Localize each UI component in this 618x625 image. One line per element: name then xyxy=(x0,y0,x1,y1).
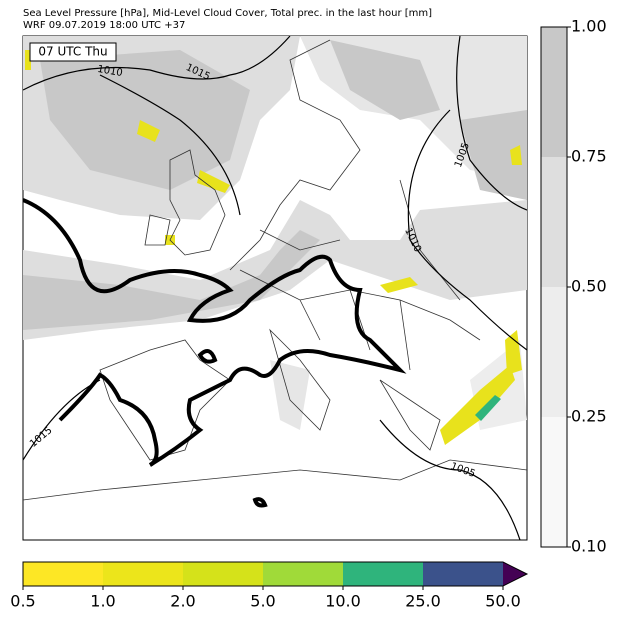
colorbar-bin xyxy=(541,27,567,157)
colorbar-bin xyxy=(23,562,103,586)
cloud-cover xyxy=(23,36,527,430)
colorbar-bin xyxy=(343,562,423,586)
colorbar-tick-label: 1.0 xyxy=(90,592,115,611)
colorbar-frame xyxy=(22,561,529,587)
colorbar-bin xyxy=(183,562,263,586)
colorbar-bin xyxy=(423,562,503,586)
colorbar-bin xyxy=(263,562,343,586)
map: 07 UTC Thu 1010 1015 1005 1010 1015 1005 xyxy=(22,35,528,541)
colorbar-tick-label: 0.50 xyxy=(571,277,607,296)
colorbar-tick-label: 0.5 xyxy=(10,592,35,611)
colorbar-tick-label: 1.00 xyxy=(571,17,607,36)
isobar-label: 1010 xyxy=(96,64,123,79)
colorbar-tick-label: 0.75 xyxy=(571,147,607,166)
title-line: Sea Level Pressure [hPa], Mid-Level Clou… xyxy=(23,8,432,19)
colorbar-tick-label: 25.0 xyxy=(405,592,441,611)
precipitation xyxy=(25,50,522,445)
heavy-contours xyxy=(23,198,407,508)
colorbar-tick-label: 2.0 xyxy=(170,592,195,611)
coastlines xyxy=(23,39,527,501)
colorbar-tick-label: 0.10 xyxy=(571,537,607,556)
colorbar-extension xyxy=(503,562,527,586)
colorbar-bin xyxy=(541,157,567,287)
colorbar-bin xyxy=(103,562,183,586)
isobars xyxy=(23,36,527,540)
colorbar-tick-label: 50.0 xyxy=(485,592,521,611)
cloud-colorbar: 0.10 0.25 0.50 0.75 1.00 xyxy=(540,17,607,556)
colorbar-tick-label: 0.25 xyxy=(571,407,607,426)
subtitle-line: WRF 09.07.2019 18:00 UTC +37 xyxy=(23,20,185,31)
colorbar-tick-label: 10.0 xyxy=(325,592,361,611)
colorbar-tick-label: 5.0 xyxy=(250,592,275,611)
time-box xyxy=(29,42,117,62)
precip-colorbar: 0.5 1.0 2.0 5.0 10.0 25.0 50.0 xyxy=(10,561,529,611)
colorbar-bin xyxy=(541,287,567,417)
colorbar-bin xyxy=(541,417,567,547)
time-label: 07 UTC Thu xyxy=(38,45,107,59)
